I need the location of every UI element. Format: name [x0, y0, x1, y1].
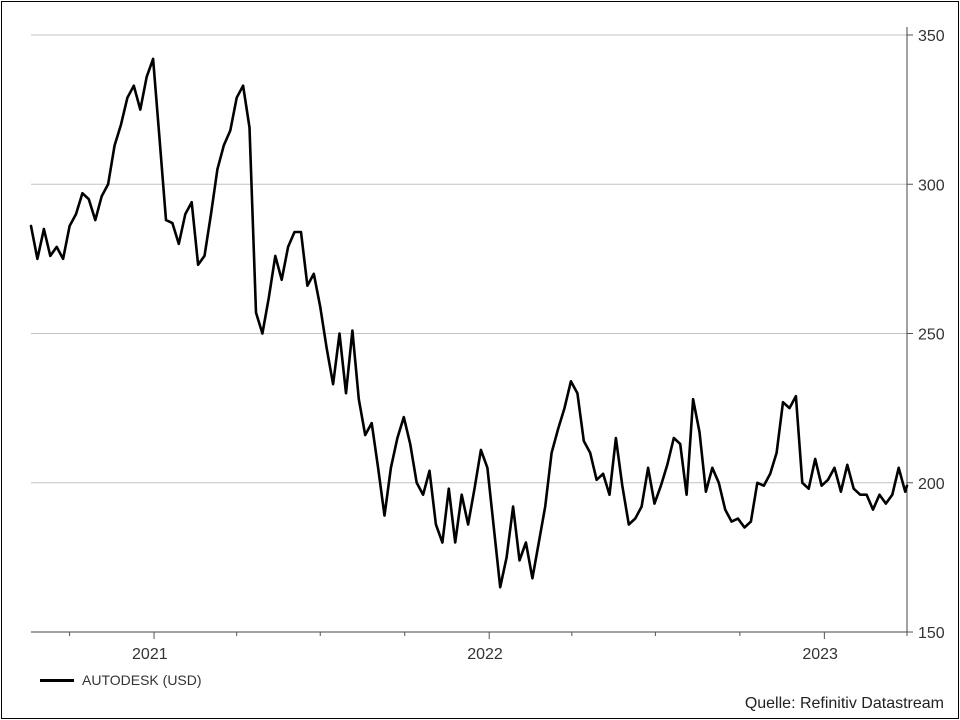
y-tick-label-300: 300: [918, 177, 945, 194]
legend-swatch: [40, 678, 74, 682]
y-tick-label-350: 350: [918, 28, 945, 45]
x-tick-label-2023: 2023: [802, 646, 838, 663]
source-note: Quelle: Refinitiv Datastream: [744, 695, 944, 712]
y-tick-label-150: 150: [918, 625, 945, 642]
axes: 150 200 250 300 350 2021 2022 2023: [31, 27, 945, 663]
y-tick-label-250: 250: [918, 327, 945, 344]
legend-label: AUTODESK (USD): [82, 672, 202, 688]
series-line-0: [29, 57, 909, 589]
plot-area: [29, 57, 909, 589]
grid-lines: [31, 34, 907, 484]
x-tick-label-2022: 2022: [467, 646, 503, 663]
x-tick-label-2021: 2021: [132, 646, 168, 663]
y-tick-label-200: 200: [918, 476, 945, 493]
legend: AUTODESK (USD): [40, 670, 202, 690]
